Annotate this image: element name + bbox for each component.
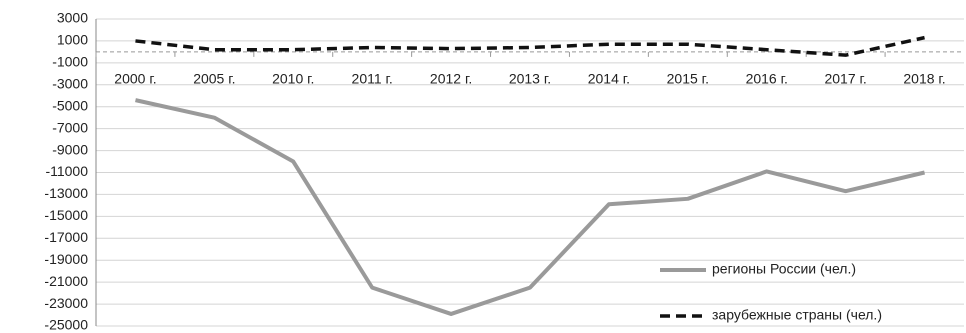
y-tick-label: -13000 xyxy=(44,185,88,201)
y-tick-label: -25000 xyxy=(44,317,88,333)
x-tick-label: 2017 г. xyxy=(824,71,866,87)
y-tick-label: 3000 xyxy=(57,10,88,26)
y-tick-label: -23000 xyxy=(44,295,88,311)
y-tick-label: 1000 xyxy=(57,32,88,48)
line-series xyxy=(135,98,926,316)
legend-label: регионы России (чел.) xyxy=(712,261,856,277)
y-tick-label: -9000 xyxy=(52,141,88,157)
x-tick-label: 2000 г. xyxy=(114,71,156,87)
x-tick-label: 2012 г. xyxy=(430,71,472,87)
y-tick-label: -21000 xyxy=(44,273,88,289)
x-tick-label: 2011 г. xyxy=(352,71,393,87)
y-tick-label: -7000 xyxy=(52,119,88,135)
x-tick-label: 2005 г. xyxy=(193,71,235,87)
y-tick-label: -3000 xyxy=(52,75,88,91)
y-tick-label: -15000 xyxy=(44,207,88,223)
x-tick-label: 2016 г. xyxy=(746,71,788,87)
y-tick-label: -5000 xyxy=(52,97,88,113)
y-tick-label: -1000 xyxy=(52,54,88,70)
line-series xyxy=(135,35,925,57)
x-tick-label: 2015 г. xyxy=(667,71,709,87)
y-tick-label: -11000 xyxy=(45,163,88,179)
x-tick-label: 2013 г. xyxy=(509,71,551,87)
y-tick-label: -17000 xyxy=(44,229,88,245)
x-tick-label: 2010 г. xyxy=(272,71,314,87)
x-tick-label: 2014 г. xyxy=(588,71,630,87)
legend-label: зарубежные страны (чел.) xyxy=(712,307,882,323)
x-tick-label: 2018 г. xyxy=(903,71,945,87)
y-tick-label: -19000 xyxy=(44,251,88,267)
